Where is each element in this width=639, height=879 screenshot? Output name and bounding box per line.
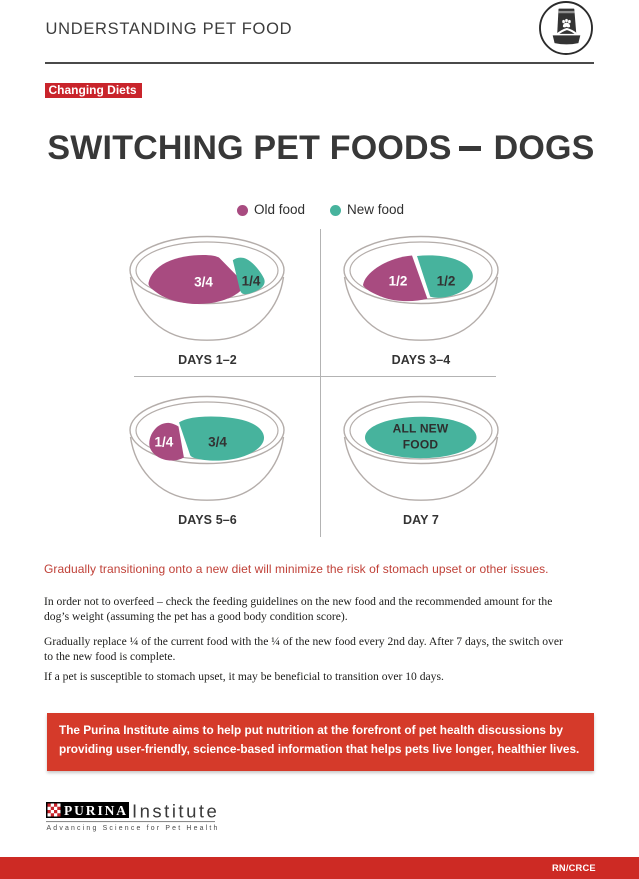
svg-text:3/4: 3/4: [208, 435, 227, 450]
svg-text:1/2: 1/2: [389, 274, 408, 289]
svg-text:Advancing Science for Pet Heal: Advancing Science for Pet Health: [47, 825, 220, 832]
svg-text:3/4: 3/4: [194, 275, 213, 290]
svg-text:1/4: 1/4: [155, 435, 174, 450]
svg-text:1/4: 1/4: [242, 274, 261, 289]
svg-text:PURINA: PURINA: [64, 803, 126, 818]
svg-text:Institute: Institute: [132, 802, 219, 821]
svg-text:FOOD: FOOD: [403, 438, 439, 452]
svg-text:1/2: 1/2: [437, 274, 456, 289]
svg-text:ALL NEW: ALL NEW: [393, 422, 449, 436]
